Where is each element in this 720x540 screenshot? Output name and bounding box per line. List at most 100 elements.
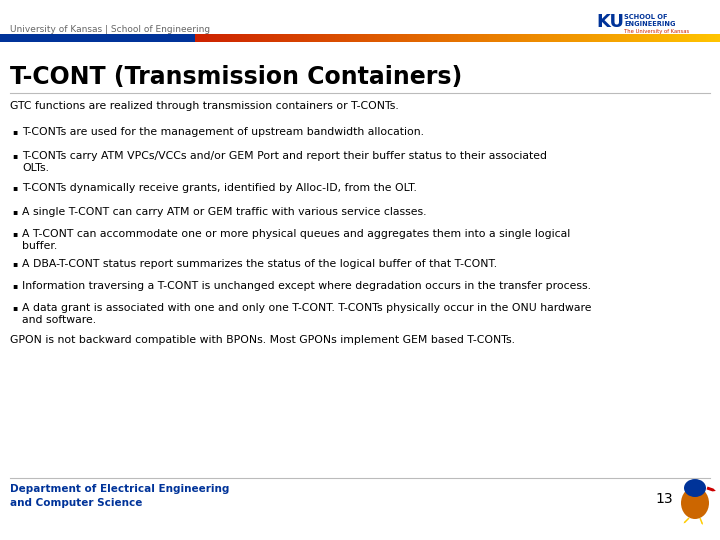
- FancyArrow shape: [706, 487, 716, 491]
- Bar: [528, 34, 530, 42]
- Bar: [577, 34, 579, 42]
- Text: University of Kansas | School of Engineering: University of Kansas | School of Enginee…: [10, 25, 210, 35]
- Text: Department of Electrical Engineering
and Computer Science: Department of Electrical Engineering and…: [10, 484, 230, 508]
- Bar: [667, 34, 670, 42]
- Bar: [379, 34, 381, 42]
- Bar: [585, 34, 588, 42]
- Bar: [627, 34, 629, 42]
- Bar: [606, 34, 608, 42]
- Bar: [636, 34, 638, 42]
- Bar: [711, 34, 714, 42]
- Bar: [506, 34, 509, 42]
- Bar: [293, 34, 295, 42]
- Bar: [582, 34, 584, 42]
- Text: ▪: ▪: [12, 281, 17, 290]
- Bar: [618, 34, 621, 42]
- Bar: [289, 34, 292, 42]
- Bar: [503, 34, 505, 42]
- Bar: [487, 34, 490, 42]
- Text: ▪: ▪: [12, 229, 17, 238]
- Bar: [445, 34, 448, 42]
- Bar: [557, 34, 559, 42]
- Bar: [256, 34, 258, 42]
- Text: T-CONT (Transmission Containers): T-CONT (Transmission Containers): [10, 65, 462, 89]
- Bar: [583, 34, 586, 42]
- Bar: [615, 34, 617, 42]
- Bar: [270, 34, 272, 42]
- Bar: [516, 34, 518, 42]
- Text: ▪: ▪: [12, 303, 17, 312]
- Bar: [297, 34, 299, 42]
- Bar: [659, 34, 661, 42]
- Bar: [0, 34, 195, 42]
- Bar: [688, 34, 690, 42]
- Bar: [281, 34, 283, 42]
- Bar: [657, 34, 660, 42]
- Bar: [719, 34, 720, 42]
- Bar: [207, 34, 210, 42]
- Bar: [716, 34, 719, 42]
- Text: ▪: ▪: [12, 151, 17, 160]
- Bar: [518, 34, 521, 42]
- Bar: [534, 34, 536, 42]
- Bar: [675, 34, 677, 42]
- Bar: [433, 34, 436, 42]
- Bar: [472, 34, 474, 42]
- Bar: [708, 34, 710, 42]
- Bar: [699, 34, 701, 42]
- Bar: [672, 34, 675, 42]
- Bar: [211, 34, 213, 42]
- Bar: [246, 34, 248, 42]
- Bar: [670, 34, 672, 42]
- Bar: [683, 34, 685, 42]
- FancyArrow shape: [683, 517, 690, 523]
- Bar: [598, 34, 600, 42]
- Bar: [578, 34, 580, 42]
- Bar: [513, 34, 516, 42]
- Bar: [620, 34, 623, 42]
- Bar: [300, 34, 302, 42]
- Bar: [571, 34, 574, 42]
- Text: KU: KU: [596, 13, 624, 31]
- Bar: [195, 34, 197, 42]
- Bar: [575, 34, 577, 42]
- Bar: [419, 34, 421, 42]
- Bar: [426, 34, 428, 42]
- Bar: [647, 34, 649, 42]
- Bar: [687, 34, 689, 42]
- FancyArrow shape: [699, 518, 703, 525]
- Bar: [400, 34, 402, 42]
- Bar: [265, 34, 267, 42]
- Bar: [622, 34, 624, 42]
- Bar: [449, 34, 451, 42]
- Bar: [484, 34, 486, 42]
- Bar: [225, 34, 227, 42]
- Bar: [368, 34, 371, 42]
- Bar: [402, 34, 404, 42]
- Bar: [412, 34, 414, 42]
- Ellipse shape: [681, 487, 709, 519]
- Bar: [706, 34, 708, 42]
- Bar: [626, 34, 628, 42]
- Bar: [325, 34, 327, 42]
- Bar: [562, 34, 564, 42]
- Bar: [704, 34, 706, 42]
- Bar: [264, 34, 266, 42]
- Bar: [330, 34, 332, 42]
- Bar: [254, 34, 257, 42]
- Bar: [363, 34, 365, 42]
- Bar: [232, 34, 234, 42]
- Bar: [370, 34, 372, 42]
- Bar: [697, 34, 700, 42]
- Bar: [282, 34, 284, 42]
- Bar: [221, 34, 223, 42]
- Bar: [485, 34, 487, 42]
- Bar: [461, 34, 463, 42]
- Text: ▪: ▪: [12, 207, 17, 216]
- Bar: [664, 34, 666, 42]
- Bar: [491, 34, 493, 42]
- Bar: [204, 34, 206, 42]
- Bar: [312, 34, 315, 42]
- Bar: [457, 34, 460, 42]
- Bar: [205, 34, 208, 42]
